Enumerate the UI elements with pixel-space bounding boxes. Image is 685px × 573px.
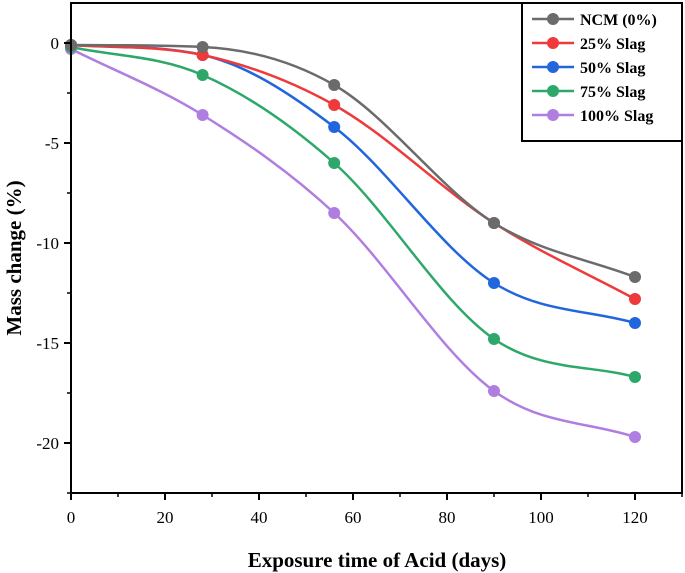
data-point bbox=[629, 293, 641, 305]
data-point bbox=[488, 385, 500, 397]
legend-label: 100% Slag bbox=[580, 108, 653, 125]
x-tick-label: 80 bbox=[439, 508, 456, 527]
series-line bbox=[70, 45, 636, 379]
data-point bbox=[629, 317, 641, 329]
legend-label: 25% Slag bbox=[580, 36, 645, 53]
data-point bbox=[328, 79, 341, 91]
data-point bbox=[629, 271, 641, 283]
data-point bbox=[196, 109, 209, 121]
x-axis-title: Exposure time of Acid (days) bbox=[248, 548, 507, 572]
legend-marker bbox=[547, 37, 559, 49]
data-point bbox=[629, 371, 641, 383]
legend-marker bbox=[547, 109, 559, 121]
data-point bbox=[328, 207, 341, 219]
x-tick-label: 60 bbox=[345, 508, 362, 527]
data-point bbox=[328, 157, 341, 169]
data-point bbox=[488, 333, 500, 345]
legend-marker bbox=[547, 61, 559, 73]
series-line bbox=[70, 47, 636, 439]
data-point bbox=[196, 69, 209, 81]
legend-marker bbox=[547, 13, 559, 25]
series-line bbox=[70, 43, 636, 301]
data-point bbox=[488, 277, 500, 289]
x-tick-label: 0 bbox=[67, 508, 76, 527]
series-line bbox=[70, 43, 636, 279]
x-tick-label: 40 bbox=[251, 508, 268, 527]
y-axis-title: Mass change (%) bbox=[2, 180, 26, 335]
x-tick-label: 20 bbox=[157, 508, 174, 527]
legend: NCM (0%) 25% Slag 50% Slag 75% Slag 100% Sla… bbox=[521, 2, 683, 142]
y-tick-label: -5 bbox=[45, 134, 59, 153]
x-tick-label: 100 bbox=[528, 508, 554, 527]
x-tick-label: 120 bbox=[622, 508, 648, 527]
data-point bbox=[196, 41, 209, 53]
y-tick-label: -20 bbox=[36, 434, 59, 453]
data-point bbox=[328, 121, 341, 133]
y-tick-label: 0 bbox=[51, 34, 60, 53]
legend-label: NCM (0%) bbox=[580, 12, 657, 29]
legend-label: 75% Slag bbox=[580, 84, 645, 101]
data-point bbox=[629, 431, 641, 443]
data-point bbox=[328, 99, 341, 111]
legend-label: 50% Slag bbox=[580, 60, 645, 77]
plot-frame bbox=[70, 2, 683, 494]
y-tick-label: -15 bbox=[36, 334, 59, 353]
data-point bbox=[488, 217, 500, 229]
legend-marker bbox=[547, 85, 559, 97]
y-tick-label: -10 bbox=[36, 234, 59, 253]
